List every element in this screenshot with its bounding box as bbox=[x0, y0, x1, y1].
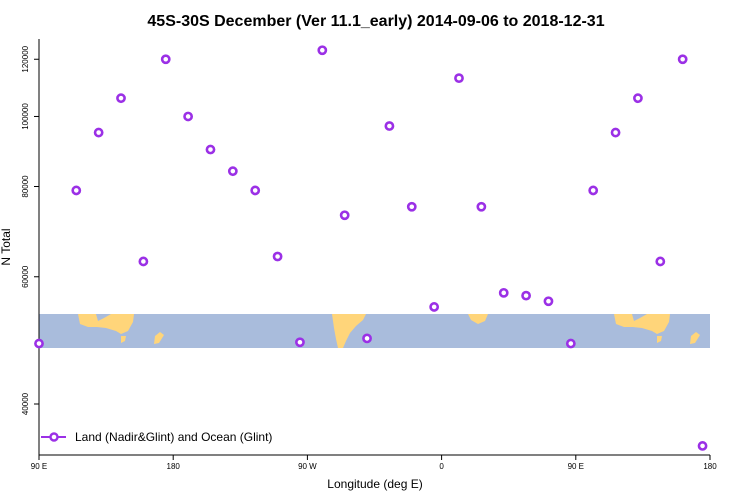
data-point bbox=[429, 302, 440, 312]
data-point bbox=[93, 127, 104, 138]
data-point bbox=[588, 185, 599, 196]
x-tick-label: 90 W bbox=[298, 462, 317, 471]
data-point bbox=[205, 144, 216, 155]
data-point bbox=[655, 256, 666, 267]
land-new-zealand bbox=[154, 332, 164, 344]
chart-title: 45S-30S December (Ver 11.1_early) 2014-0… bbox=[147, 13, 604, 30]
land-tasmania-2 bbox=[657, 336, 662, 343]
data-point bbox=[183, 111, 194, 122]
x-tick-label: 180 bbox=[703, 462, 717, 471]
data-point bbox=[633, 93, 643, 104]
data-point bbox=[498, 287, 509, 298]
data-point bbox=[295, 337, 305, 348]
land-new-zealand-2 bbox=[690, 332, 700, 344]
x-axis-ticks: 90 E 180 90 W 0 90 E 180 bbox=[31, 455, 717, 471]
y-tick-label: 100000 bbox=[21, 103, 30, 130]
x-tick-label: 90 E bbox=[568, 462, 584, 471]
legend-marker bbox=[49, 432, 59, 442]
map-ocean bbox=[39, 314, 710, 348]
data-point bbox=[697, 441, 708, 451]
data-point bbox=[227, 166, 238, 177]
data-point bbox=[476, 201, 487, 212]
y-tick-label: 40000 bbox=[21, 392, 30, 415]
data-point bbox=[384, 121, 395, 131]
data-point bbox=[116, 93, 126, 104]
map-land bbox=[78, 314, 700, 348]
data-point bbox=[272, 251, 283, 262]
land-tasmania bbox=[121, 336, 126, 343]
data-point bbox=[317, 45, 328, 56]
data-point bbox=[454, 73, 464, 84]
data-point bbox=[543, 296, 554, 307]
data-point bbox=[610, 127, 621, 138]
x-axis-label: Longitude (deg E) bbox=[327, 477, 422, 491]
x-tick-label: 90 E bbox=[31, 462, 47, 471]
data-point bbox=[71, 185, 82, 196]
land-africa bbox=[468, 314, 488, 324]
land-australia-2 bbox=[614, 314, 670, 334]
land-australia bbox=[78, 314, 134, 334]
y-axis-ticks: 40000 60000 80000 100000 120000 bbox=[21, 45, 39, 415]
data-point bbox=[339, 210, 350, 221]
data-point bbox=[138, 256, 149, 267]
y-tick-label: 80000 bbox=[21, 175, 30, 198]
data-point bbox=[565, 338, 576, 349]
legend: Land (Nadir&Glint) and Ocean (Glint) bbox=[41, 430, 272, 444]
x-tick-label: 180 bbox=[167, 462, 181, 471]
data-point bbox=[34, 338, 44, 349]
data-point bbox=[677, 54, 688, 65]
data-points bbox=[34, 45, 708, 451]
data-point bbox=[521, 290, 531, 301]
y-axis-label: N Total bbox=[0, 228, 13, 265]
data-point bbox=[160, 54, 171, 65]
data-point bbox=[406, 201, 417, 212]
x-tick-label: 0 bbox=[439, 462, 444, 471]
y-tick-label: 120000 bbox=[21, 45, 30, 72]
data-point bbox=[250, 185, 261, 196]
data-point bbox=[362, 333, 372, 344]
land-south-america bbox=[332, 314, 366, 348]
world-map-strip bbox=[39, 314, 710, 348]
legend-label: Land (Nadir&Glint) and Ocean (Glint) bbox=[75, 430, 272, 444]
y-tick-label: 60000 bbox=[21, 265, 30, 288]
